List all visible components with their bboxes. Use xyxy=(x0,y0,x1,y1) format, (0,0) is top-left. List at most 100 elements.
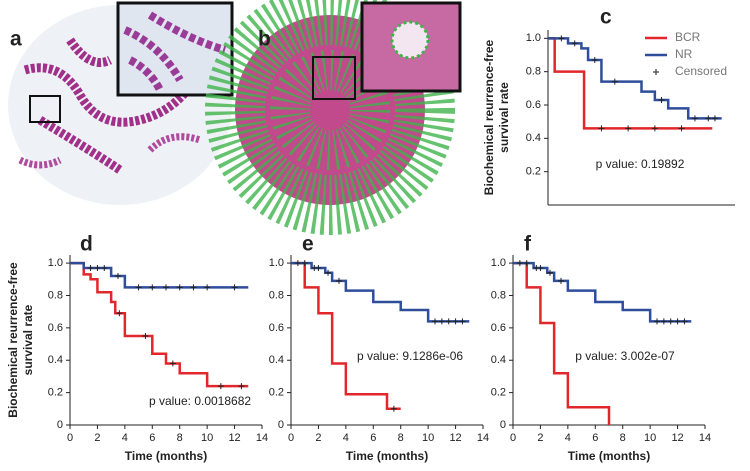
censor-mark xyxy=(142,332,149,339)
tissue-stain xyxy=(270,50,390,170)
inset-gland xyxy=(390,20,430,60)
censor-mark xyxy=(149,284,156,291)
survival-curve xyxy=(548,37,722,120)
legend-label: BCR xyxy=(675,30,701,44)
censor-mark xyxy=(238,383,245,390)
p-value: p value: 3.002e-07 xyxy=(575,349,675,363)
censor-mark xyxy=(651,125,658,132)
zoom-box xyxy=(29,95,61,123)
x-tick-label: 6 xyxy=(592,432,598,444)
x-tick-label: 4 xyxy=(343,432,349,444)
censor-mark xyxy=(625,125,632,132)
censor-mark xyxy=(190,284,197,291)
p-value: p value: 9.1286e-06 xyxy=(357,349,463,363)
y-tick-label: 1.0 xyxy=(526,32,541,44)
x-tick-label: 14 xyxy=(477,432,489,444)
censor-mark xyxy=(390,405,397,412)
censor-mark xyxy=(523,260,530,267)
x-tick-label: 6 xyxy=(370,432,376,444)
tissue-stain xyxy=(18,133,202,169)
y-tick-label: 0.8 xyxy=(526,66,541,78)
censor-mark xyxy=(705,115,712,122)
censor-mark xyxy=(315,264,322,271)
x-tick-label: 6 xyxy=(149,432,155,444)
x-tick-label: 2 xyxy=(315,432,321,444)
x-tick-label: 2 xyxy=(537,432,543,444)
x-tick-label: 14 xyxy=(699,432,711,444)
x-tick-label: 12 xyxy=(449,432,461,444)
censor-mark xyxy=(301,260,308,267)
censor-mark xyxy=(558,35,565,42)
censor-mark xyxy=(217,383,224,390)
censor-mark xyxy=(94,264,101,271)
legend-marker xyxy=(653,69,659,75)
survival-curve xyxy=(70,261,249,289)
y-tick-label: 0.6 xyxy=(491,322,506,334)
censor-mark xyxy=(438,318,445,325)
y-tick-label: 0.6 xyxy=(269,322,284,334)
censor-mark xyxy=(658,97,665,103)
censor-mark xyxy=(163,284,169,291)
y-tick-label: 0.4 xyxy=(526,132,541,144)
y-tick-label: 0.8 xyxy=(48,289,63,301)
survival-curve xyxy=(513,261,611,425)
panel-label: c xyxy=(600,6,612,29)
censor-mark xyxy=(459,318,466,325)
x-axis-label: Time (months) xyxy=(125,449,207,463)
panel-label: d xyxy=(80,233,93,256)
y-tick-label: 0.6 xyxy=(526,99,541,111)
x-tick-label: 14 xyxy=(256,432,268,444)
x-tick-label: 2 xyxy=(94,432,100,444)
panel-label: b xyxy=(258,28,271,51)
y-tick-label: 1.0 xyxy=(269,257,284,269)
censor-mark xyxy=(558,277,564,284)
x-axis-label: Time (months) xyxy=(346,449,428,463)
panel-label: e xyxy=(302,233,314,256)
y-axis-label: survival rate xyxy=(21,304,35,375)
censor-mark xyxy=(325,269,332,276)
censor-mark xyxy=(116,310,123,317)
y-tick-label: 0 xyxy=(57,419,63,431)
tissue-image-a: a xyxy=(8,1,234,205)
y-tick-label: 1.0 xyxy=(491,257,506,269)
x-tick-label: 10 xyxy=(422,432,434,444)
x-tick-label: 12 xyxy=(671,432,683,444)
x-tick-label: 4 xyxy=(122,432,128,444)
x-tick-label: 10 xyxy=(644,432,656,444)
x-axis-label: Time (months) xyxy=(568,449,650,463)
censor-mark xyxy=(231,284,238,291)
survival-curve xyxy=(70,261,249,388)
censor-mark xyxy=(547,269,554,276)
censor-mark xyxy=(654,318,660,325)
y-tick-label: 0.2 xyxy=(491,387,506,399)
y-tick-label: 0.4 xyxy=(48,354,63,366)
y-tick-label: 0.4 xyxy=(491,354,506,366)
x-tick-label: 12 xyxy=(228,432,240,444)
censor-mark xyxy=(598,125,605,132)
censor-mark xyxy=(445,318,452,325)
zoom-box xyxy=(312,56,356,100)
censor-mark xyxy=(611,78,618,85)
p-value: p value: 0.19892 xyxy=(596,157,685,171)
tissue-image-b: b xyxy=(205,0,462,235)
x-tick-label: 4 xyxy=(565,432,571,444)
panel-label: a xyxy=(10,28,22,51)
inset-cells xyxy=(123,11,227,92)
p-value: p value: 0.0018682 xyxy=(149,394,251,408)
censor-mark xyxy=(294,260,301,267)
censor-mark xyxy=(176,284,183,291)
legend-label: Censored xyxy=(675,64,727,78)
censor-mark xyxy=(87,264,94,271)
y-tick-label: 0.2 xyxy=(526,166,541,178)
censor-mark xyxy=(115,273,121,280)
y-axis-label: Biochemical reurrence-free xyxy=(6,262,20,418)
censor-mark xyxy=(204,284,211,291)
survival-curve xyxy=(291,261,401,411)
y-axis-label: Biochemical reurrence-free xyxy=(482,39,496,195)
y-tick-label: 0.8 xyxy=(491,289,506,301)
censor-mark xyxy=(452,318,459,325)
y-tick-label: 0.4 xyxy=(269,354,284,366)
tissue-stain xyxy=(205,0,455,235)
y-tick-label: 0.2 xyxy=(269,387,284,399)
y-tick-label: 1.0 xyxy=(48,257,63,269)
